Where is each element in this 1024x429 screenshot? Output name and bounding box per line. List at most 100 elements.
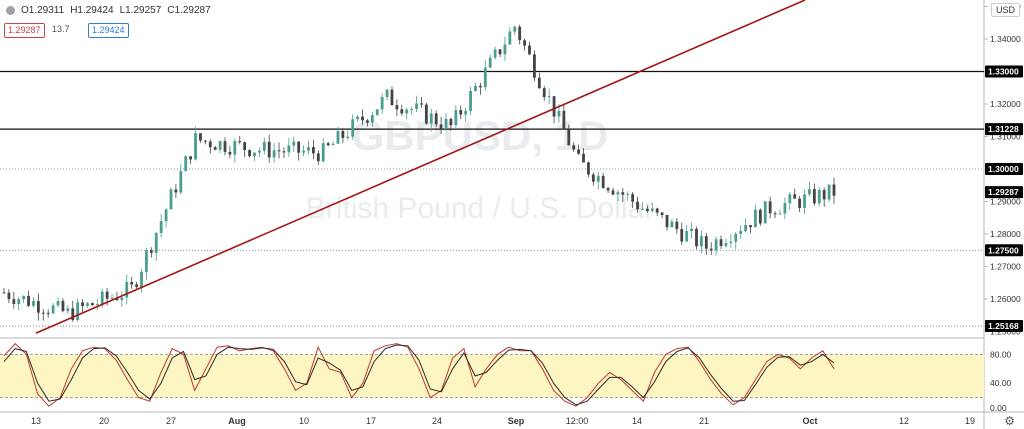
bid-pill[interactable]: 1.29287 — [4, 23, 45, 38]
candle-body — [709, 248, 713, 251]
candle-body — [699, 236, 703, 247]
candle-body — [547, 96, 551, 98]
candle-body — [130, 281, 134, 285]
candle-body — [199, 133, 202, 141]
candle-body — [601, 175, 605, 189]
gear-icon[interactable]: ⚙ — [1004, 414, 1015, 428]
x-tick-label: 10 — [299, 416, 309, 426]
x-tick-label: Oct — [802, 416, 817, 426]
candle-body — [287, 145, 291, 153]
candle-body — [179, 171, 183, 193]
candle-body — [282, 151, 286, 153]
candle-body — [51, 305, 55, 314]
candle-body — [704, 236, 708, 249]
candle-body — [331, 143, 335, 146]
x-tick-label: 12:00 — [566, 416, 589, 426]
candle-body — [778, 213, 782, 215]
candle-body — [22, 295, 26, 300]
candle-body — [660, 212, 664, 215]
candle-body — [390, 89, 394, 106]
candle-body — [2, 292, 6, 294]
candle-body — [316, 153, 320, 162]
y-tick-label: 1.32000 — [990, 99, 1021, 109]
candle-body — [110, 297, 114, 299]
candle-body — [100, 291, 104, 305]
candle-body — [56, 300, 60, 306]
candle-body — [154, 232, 158, 253]
candle-body — [768, 201, 772, 214]
candle-body — [149, 250, 153, 253]
candle-body — [429, 113, 433, 124]
candle-body — [478, 85, 482, 88]
candle-body — [567, 129, 571, 146]
candle-body — [76, 302, 80, 320]
watermark-symbol: GBPUSD, 1D — [352, 112, 609, 159]
stoch-y-tick: 40.00 — [990, 378, 1012, 388]
legend-menu-icon[interactable] — [6, 5, 15, 15]
level-label-bg — [985, 186, 1023, 199]
candle-body — [356, 116, 360, 120]
candle-body — [61, 300, 65, 312]
currency-dropdown[interactable]: USD — [990, 3, 1020, 17]
ask-pill[interactable]: 1.29424 — [88, 23, 129, 38]
candle-body — [277, 150, 281, 152]
level-label: 1.25168 — [988, 321, 1019, 331]
high-value: H1.29424 — [70, 4, 114, 16]
candle-body — [621, 192, 625, 195]
candle-body — [7, 292, 11, 300]
candle-body — [238, 141, 242, 143]
candle-body — [32, 301, 35, 306]
candle-body — [86, 303, 89, 306]
candle-body — [803, 194, 806, 208]
candle-body — [577, 149, 581, 154]
candle-body — [375, 109, 379, 116]
candle-body — [680, 229, 684, 242]
candle-body — [670, 221, 674, 228]
candle-body — [159, 221, 163, 233]
candle-body — [734, 233, 738, 242]
y-tick-label: 1.34000 — [990, 34, 1021, 44]
candle-body — [361, 116, 364, 121]
stoch-k-line — [3, 342, 835, 407]
level-label-bg — [985, 123, 1023, 136]
candle-body — [105, 291, 109, 299]
candle-body — [783, 203, 787, 214]
candle-body — [537, 77, 541, 89]
spread-value: 13.7 — [52, 24, 70, 34]
candle-body — [739, 231, 743, 234]
candle-body — [552, 96, 556, 117]
candle-body — [405, 109, 409, 114]
candle-body — [169, 189, 173, 210]
candle-body — [812, 189, 816, 204]
candle-body — [822, 189, 826, 200]
candle-body — [395, 105, 399, 110]
candle-body — [203, 140, 207, 142]
candle-body — [228, 151, 232, 155]
candle-body — [336, 131, 340, 144]
candle-body — [606, 188, 610, 191]
candle-body — [626, 194, 630, 196]
candle-body — [454, 109, 458, 126]
level-label-bg — [985, 244, 1023, 257]
y-tick-label: 1.26000 — [990, 294, 1021, 304]
candle-body — [611, 190, 615, 195]
candle-body — [120, 297, 124, 301]
candle-body — [690, 228, 693, 232]
candle-body — [410, 108, 414, 110]
x-tick-label: 14 — [632, 416, 642, 426]
candle-body — [459, 109, 463, 115]
x-tick-label: 12 — [899, 416, 909, 426]
candle-body — [695, 228, 698, 247]
candle-body — [729, 241, 733, 243]
level-label-bg — [985, 163, 1023, 175]
candle-body — [513, 26, 517, 32]
candle-body — [449, 118, 453, 126]
candle-body — [749, 225, 752, 228]
candle-body — [27, 295, 30, 306]
y-tick-label: 1.27000 — [990, 262, 1021, 272]
candle-body — [424, 104, 428, 124]
candle-body — [208, 141, 212, 148]
candle-body — [758, 209, 762, 224]
candle-body — [267, 141, 271, 158]
